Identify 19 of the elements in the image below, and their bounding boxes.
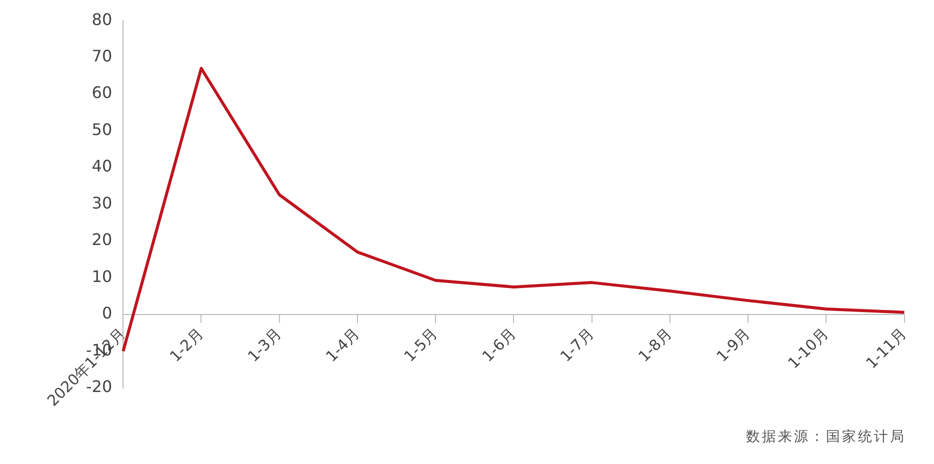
y-tick-label: 30 (92, 193, 112, 212)
y-tick-label: 70 (92, 46, 112, 66)
y-tick-label: 40 (92, 156, 112, 176)
source-note: 数据来源：国家统计局 (745, 428, 907, 446)
x-tick-label: 1-5月 (400, 324, 442, 366)
x-tick-label: 1-9月 (712, 324, 754, 366)
x-tick-label: 1-7月 (556, 324, 598, 366)
y-tick-label: 10 (92, 266, 112, 286)
y-tick-label: -20 (86, 377, 112, 396)
x-tick-label: 1-2月 (166, 324, 207, 366)
x-tick-label: 1-6月 (478, 324, 520, 366)
y-tick-label: 0 (102, 304, 112, 323)
y-tick-label: 50 (92, 120, 112, 139)
x-tick-label: 1-8月 (634, 324, 676, 366)
y-tick-label: 60 (92, 83, 112, 102)
y-tick-label: 20 (92, 230, 112, 250)
y-tick-label: 80 (92, 10, 112, 29)
x-tick-label: 1-3月 (244, 324, 285, 366)
x-tick-label: 1-4月 (322, 324, 364, 366)
